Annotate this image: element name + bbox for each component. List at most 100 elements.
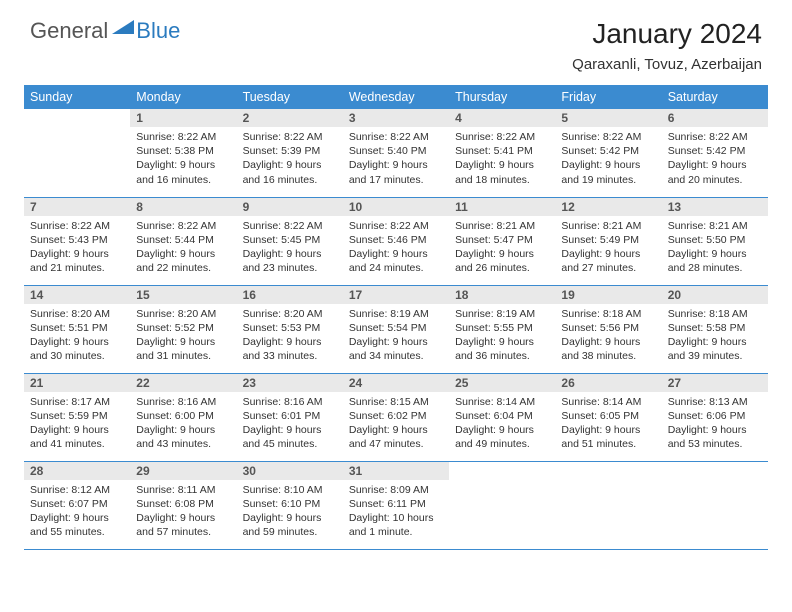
day-number: 21 — [24, 374, 130, 392]
daylight-text: Daylight: 9 hours and 38 minutes. — [561, 335, 655, 363]
sunset-text: Sunset: 6:01 PM — [243, 409, 337, 423]
sunset-text: Sunset: 5:51 PM — [30, 321, 124, 335]
day-cell: 6Sunrise: 8:22 AMSunset: 5:42 PMDaylight… — [662, 109, 768, 197]
day-number: 24 — [343, 374, 449, 392]
sunset-text: Sunset: 5:53 PM — [243, 321, 337, 335]
col-saturday: Saturday — [662, 85, 768, 109]
day-number: 22 — [130, 374, 236, 392]
sunrise-text: Sunrise: 8:16 AM — [136, 395, 230, 409]
day-number: 12 — [555, 198, 661, 216]
sunset-text: Sunset: 6:06 PM — [668, 409, 762, 423]
day-cell: 8Sunrise: 8:22 AMSunset: 5:44 PMDaylight… — [130, 197, 236, 285]
col-tuesday: Tuesday — [237, 85, 343, 109]
daylight-text: Daylight: 9 hours and 39 minutes. — [668, 335, 762, 363]
sunrise-text: Sunrise: 8:21 AM — [668, 219, 762, 233]
daylight-text: Daylight: 9 hours and 53 minutes. — [668, 423, 762, 451]
day-cell: 26Sunrise: 8:14 AMSunset: 6:05 PMDayligh… — [555, 373, 661, 461]
day-number: 19 — [555, 286, 661, 304]
day-content: Sunrise: 8:17 AMSunset: 5:59 PMDaylight:… — [24, 392, 130, 456]
day-cell: 18Sunrise: 8:19 AMSunset: 5:55 PMDayligh… — [449, 285, 555, 373]
daylight-text: Daylight: 9 hours and 16 minutes. — [136, 158, 230, 186]
day-content: Sunrise: 8:22 AMSunset: 5:40 PMDaylight:… — [343, 127, 449, 191]
day-cell: 4Sunrise: 8:22 AMSunset: 5:41 PMDaylight… — [449, 109, 555, 197]
location: Qaraxanli, Tovuz, Azerbaijan — [572, 56, 762, 73]
sunset-text: Sunset: 5:52 PM — [136, 321, 230, 335]
day-number: 30 — [237, 462, 343, 480]
day-number: 1 — [130, 109, 236, 127]
sunset-text: Sunset: 6:07 PM — [30, 497, 124, 511]
day-content: Sunrise: 8:22 AMSunset: 5:43 PMDaylight:… — [24, 216, 130, 280]
day-cell: 14Sunrise: 8:20 AMSunset: 5:51 PMDayligh… — [24, 285, 130, 373]
day-number: 5 — [555, 109, 661, 127]
sunrise-text: Sunrise: 8:20 AM — [243, 307, 337, 321]
daylight-text: Daylight: 9 hours and 33 minutes. — [243, 335, 337, 363]
day-number: 26 — [555, 374, 661, 392]
daylight-text: Daylight: 9 hours and 19 minutes. — [561, 158, 655, 186]
day-number: 17 — [343, 286, 449, 304]
logo-text-general: General — [30, 18, 108, 44]
col-sunday: Sunday — [24, 85, 130, 109]
day-cell: 30Sunrise: 8:10 AMSunset: 6:10 PMDayligh… — [237, 461, 343, 549]
daylight-text: Daylight: 9 hours and 57 minutes. — [136, 511, 230, 539]
day-content: Sunrise: 8:19 AMSunset: 5:55 PMDaylight:… — [449, 304, 555, 368]
day-number: 3 — [343, 109, 449, 127]
day-cell: 25Sunrise: 8:14 AMSunset: 6:04 PMDayligh… — [449, 373, 555, 461]
day-content: Sunrise: 8:09 AMSunset: 6:11 PMDaylight:… — [343, 480, 449, 544]
logo: General Blue — [30, 18, 180, 44]
day-number: 18 — [449, 286, 555, 304]
day-number: 16 — [237, 286, 343, 304]
daylight-text: Daylight: 9 hours and 59 minutes. — [243, 511, 337, 539]
daylight-text: Daylight: 9 hours and 21 minutes. — [30, 247, 124, 275]
day-content: Sunrise: 8:19 AMSunset: 5:54 PMDaylight:… — [343, 304, 449, 368]
sunset-text: Sunset: 6:10 PM — [243, 497, 337, 511]
daylight-text: Daylight: 9 hours and 16 minutes. — [243, 158, 337, 186]
day-content: Sunrise: 8:22 AMSunset: 5:42 PMDaylight:… — [662, 127, 768, 191]
sunset-text: Sunset: 5:42 PM — [561, 144, 655, 158]
day-content: Sunrise: 8:21 AMSunset: 5:50 PMDaylight:… — [662, 216, 768, 280]
day-cell: 28Sunrise: 8:12 AMSunset: 6:07 PMDayligh… — [24, 461, 130, 549]
sunset-text: Sunset: 5:44 PM — [136, 233, 230, 247]
day-cell: 22Sunrise: 8:16 AMSunset: 6:00 PMDayligh… — [130, 373, 236, 461]
day-content: Sunrise: 8:22 AMSunset: 5:46 PMDaylight:… — [343, 216, 449, 280]
weekday-header-row: Sunday Monday Tuesday Wednesday Thursday… — [24, 85, 768, 109]
daylight-text: Daylight: 9 hours and 36 minutes. — [455, 335, 549, 363]
sunrise-text: Sunrise: 8:12 AM — [30, 483, 124, 497]
sunrise-text: Sunrise: 8:13 AM — [668, 395, 762, 409]
header: General Blue January 2024 Qaraxanli, Tov… — [0, 0, 792, 81]
sunrise-text: Sunrise: 8:11 AM — [136, 483, 230, 497]
day-cell: 24Sunrise: 8:15 AMSunset: 6:02 PMDayligh… — [343, 373, 449, 461]
week-row: 28Sunrise: 8:12 AMSunset: 6:07 PMDayligh… — [24, 461, 768, 549]
daylight-text: Daylight: 9 hours and 23 minutes. — [243, 247, 337, 275]
day-number: 7 — [24, 198, 130, 216]
daylight-text: Daylight: 9 hours and 30 minutes. — [30, 335, 124, 363]
sunset-text: Sunset: 5:59 PM — [30, 409, 124, 423]
day-number: 2 — [237, 109, 343, 127]
col-monday: Monday — [130, 85, 236, 109]
sunrise-text: Sunrise: 8:14 AM — [561, 395, 655, 409]
day-number: 4 — [449, 109, 555, 127]
day-number: 20 — [662, 286, 768, 304]
day-number: 25 — [449, 374, 555, 392]
sunset-text: Sunset: 5:38 PM — [136, 144, 230, 158]
day-cell: 3Sunrise: 8:22 AMSunset: 5:40 PMDaylight… — [343, 109, 449, 197]
sunrise-text: Sunrise: 8:22 AM — [30, 219, 124, 233]
day-number: 9 — [237, 198, 343, 216]
month-title: January 2024 — [572, 18, 762, 50]
day-cell: 20Sunrise: 8:18 AMSunset: 5:58 PMDayligh… — [662, 285, 768, 373]
daylight-text: Daylight: 9 hours and 26 minutes. — [455, 247, 549, 275]
sunset-text: Sunset: 6:02 PM — [349, 409, 443, 423]
day-cell: 2Sunrise: 8:22 AMSunset: 5:39 PMDaylight… — [237, 109, 343, 197]
day-cell: 29Sunrise: 8:11 AMSunset: 6:08 PMDayligh… — [130, 461, 236, 549]
day-number: 15 — [130, 286, 236, 304]
logo-triangle-icon — [112, 18, 134, 39]
day-number: 29 — [130, 462, 236, 480]
day-content: Sunrise: 8:22 AMSunset: 5:38 PMDaylight:… — [130, 127, 236, 191]
week-row: 21Sunrise: 8:17 AMSunset: 5:59 PMDayligh… — [24, 373, 768, 461]
day-cell: 12Sunrise: 8:21 AMSunset: 5:49 PMDayligh… — [555, 197, 661, 285]
daylight-text: Daylight: 9 hours and 47 minutes. — [349, 423, 443, 451]
day-content: Sunrise: 8:11 AMSunset: 6:08 PMDaylight:… — [130, 480, 236, 544]
week-row: 7Sunrise: 8:22 AMSunset: 5:43 PMDaylight… — [24, 197, 768, 285]
sunset-text: Sunset: 5:49 PM — [561, 233, 655, 247]
day-cell: 31Sunrise: 8:09 AMSunset: 6:11 PMDayligh… — [343, 461, 449, 549]
day-content: Sunrise: 8:22 AMSunset: 5:41 PMDaylight:… — [449, 127, 555, 191]
